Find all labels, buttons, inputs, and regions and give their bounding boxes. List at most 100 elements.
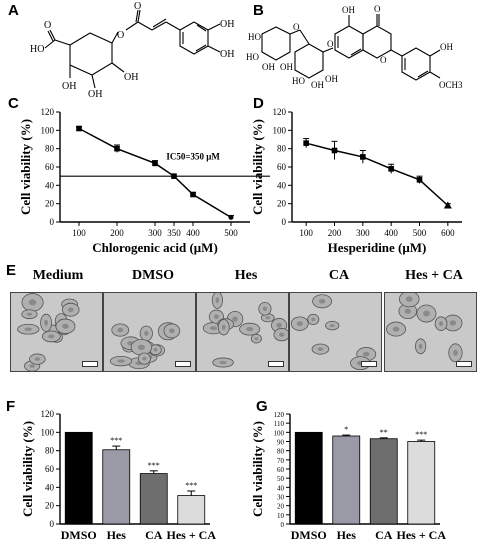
y-tick-label: 10: [277, 512, 285, 520]
significance-marker: **: [380, 428, 388, 437]
cell-nucleus: [142, 356, 147, 361]
x-tick-label: 350: [167, 228, 181, 238]
struct-a-label: O: [117, 30, 124, 41]
cell-nucleus: [137, 344, 146, 350]
cell-nucleus: [219, 360, 227, 365]
significance-marker: ***: [110, 436, 122, 445]
y-tick-label: 80: [277, 448, 285, 456]
y-tick-label: 100: [273, 125, 287, 135]
data-point: [388, 166, 394, 172]
cell-nucleus: [117, 327, 124, 333]
significance-marker: ***: [148, 461, 160, 470]
ic50-annotation: IC50=350 μM: [166, 152, 220, 162]
struct-a-label: OH: [220, 19, 234, 30]
cell-nucleus: [144, 330, 149, 336]
cell-nucleus: [221, 324, 226, 330]
y-axis-label: Cell viability (%): [20, 421, 35, 517]
struct-a-label: HO: [30, 44, 44, 55]
data-point: [171, 173, 177, 179]
cell-nucleus: [265, 316, 271, 320]
data-point: [152, 160, 158, 167]
bar: [407, 441, 436, 525]
struct-b-label: OH: [311, 80, 324, 90]
y-tick-label: 60: [277, 466, 285, 474]
y-tick-label: 100: [41, 427, 55, 437]
cell-nucleus: [423, 310, 430, 317]
struct-b-label: OH: [262, 62, 275, 72]
y-tick-label: 80: [277, 144, 287, 154]
cell-nucleus: [232, 316, 238, 322]
y-axis-label: Cell viability (%): [250, 421, 265, 517]
y-axis-label: Cell viability (%): [18, 119, 33, 215]
y-tick-label: 100: [274, 429, 285, 437]
x-tick-label: 200: [328, 228, 342, 238]
x-tick-label: Hes: [107, 528, 127, 542]
x-tick-label: 300: [148, 228, 162, 238]
panel-letter-a: A: [8, 2, 19, 19]
struct-a-label: O: [44, 20, 51, 31]
struct-b-label: OH: [280, 62, 293, 72]
cell-nucleus: [169, 328, 175, 334]
cell-nucleus: [209, 326, 218, 331]
y-tick-label: 120: [273, 107, 287, 117]
x-tick-label: 500: [413, 228, 427, 238]
x-tick-label: DMSO: [291, 528, 327, 542]
x-tick-label: CA: [375, 528, 393, 542]
cell-nucleus: [62, 323, 69, 329]
data-point: [303, 140, 309, 146]
cell-nucleus: [449, 320, 457, 326]
panel-letter-d: D: [253, 95, 264, 112]
cell-nucleus: [213, 314, 219, 320]
data-point: [76, 125, 82, 132]
cell-nucleus: [117, 359, 125, 363]
struct-b-label: OH: [342, 5, 355, 15]
struct-b-label: O: [293, 22, 300, 32]
data-point: [416, 177, 423, 183]
cell-nucleus: [329, 324, 335, 328]
micrograph-label-dmso: DMSO: [132, 268, 174, 283]
y-tick-label: 100: [41, 125, 55, 135]
scale-bar: [82, 361, 98, 367]
cell-nucleus: [404, 308, 411, 314]
micrograph-hes: [196, 292, 289, 372]
micrograph-label-ca: CA: [328, 268, 350, 283]
cell-nucleus: [48, 334, 55, 339]
scale-bar: [175, 361, 191, 367]
micrograph-medium: [10, 292, 103, 372]
struct-a-label: OH: [220, 49, 234, 60]
micrograph-dmso: [103, 292, 196, 372]
panel-letter-g: G: [256, 398, 268, 415]
cell-nucleus: [26, 312, 33, 316]
series-line: [305, 142, 449, 207]
micrograph-ca: [289, 292, 382, 372]
x-tick-label: 100: [299, 228, 313, 238]
panel-letter-f: F: [6, 398, 16, 415]
cell-nucleus: [34, 357, 41, 361]
cell-nucleus: [44, 319, 48, 326]
x-tick-label: Hes: [337, 528, 357, 542]
micrograph-label-hes-ca: Hes + CA: [405, 268, 463, 283]
y-tick-label: 20: [277, 199, 287, 209]
cell-nucleus: [453, 349, 458, 356]
scale-bar: [268, 361, 284, 367]
x-tick-label: 100: [72, 228, 86, 238]
cell-nucleus: [296, 321, 303, 327]
y-tick-label: 0: [281, 521, 285, 529]
y-tick-label: 0: [282, 217, 287, 227]
cell-nucleus: [153, 348, 158, 352]
struct-a-label: OH: [88, 89, 102, 100]
data-point: [114, 145, 120, 152]
panel-letter-c: C: [8, 95, 19, 112]
data-point: [190, 191, 196, 198]
micrograph-label-hes: Hes: [234, 268, 258, 283]
x-tick-label: 200: [110, 228, 124, 238]
y-tick-label: 70: [277, 457, 285, 465]
y-tick-label: 30: [277, 494, 285, 502]
significance-marker: *: [344, 425, 348, 434]
bar: [332, 435, 361, 525]
